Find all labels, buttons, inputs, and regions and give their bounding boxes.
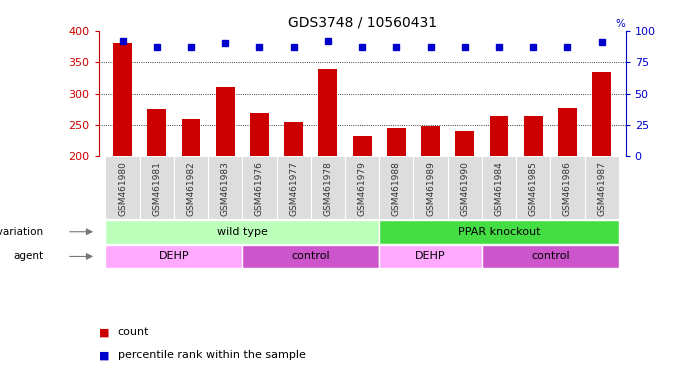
Text: %: % (615, 20, 626, 30)
Bar (250, 113, 269, 157)
FancyBboxPatch shape (550, 157, 585, 219)
Bar (490, 116, 509, 157)
Text: percentile rank within the sample: percentile rank within the sample (118, 350, 305, 360)
Bar (558, 108, 577, 157)
Text: GSM461988: GSM461988 (392, 162, 401, 217)
Text: GSM461980: GSM461980 (118, 162, 127, 217)
FancyBboxPatch shape (105, 245, 242, 268)
FancyBboxPatch shape (379, 157, 413, 219)
Text: PPAR knockout: PPAR knockout (458, 227, 540, 237)
FancyBboxPatch shape (311, 157, 345, 219)
Text: GSM461984: GSM461984 (494, 162, 503, 216)
Text: GSM461981: GSM461981 (152, 162, 161, 217)
FancyBboxPatch shape (139, 157, 174, 219)
Text: ■: ■ (99, 350, 109, 360)
Text: GSM461982: GSM461982 (186, 162, 195, 216)
FancyBboxPatch shape (242, 157, 277, 219)
FancyBboxPatch shape (277, 157, 311, 219)
Bar (216, 87, 235, 157)
Bar (113, 43, 132, 157)
Bar (592, 71, 611, 157)
Text: GSM461979: GSM461979 (358, 162, 367, 217)
Text: GSM461989: GSM461989 (426, 162, 435, 217)
FancyBboxPatch shape (413, 157, 447, 219)
FancyBboxPatch shape (242, 245, 379, 268)
Text: GSM461987: GSM461987 (597, 162, 606, 217)
Bar (421, 126, 440, 157)
Text: ■: ■ (99, 327, 109, 337)
Text: count: count (118, 327, 149, 337)
FancyBboxPatch shape (105, 220, 379, 243)
Bar (524, 116, 543, 157)
Bar (456, 131, 474, 157)
FancyBboxPatch shape (174, 157, 208, 219)
Text: wild type: wild type (217, 227, 268, 237)
Text: control: control (292, 252, 330, 262)
Text: GSM461978: GSM461978 (324, 162, 333, 217)
Text: DEHP: DEHP (415, 252, 446, 262)
FancyBboxPatch shape (208, 157, 242, 219)
FancyBboxPatch shape (379, 245, 482, 268)
FancyBboxPatch shape (379, 220, 619, 243)
FancyBboxPatch shape (585, 157, 619, 219)
Text: GSM461990: GSM461990 (460, 162, 469, 217)
Text: genotype/variation: genotype/variation (0, 227, 44, 237)
Text: GSM461976: GSM461976 (255, 162, 264, 217)
Text: DEHP: DEHP (158, 252, 189, 262)
Text: GSM461983: GSM461983 (221, 162, 230, 217)
FancyBboxPatch shape (516, 157, 550, 219)
FancyBboxPatch shape (345, 157, 379, 219)
Text: GSM461986: GSM461986 (563, 162, 572, 217)
Text: control: control (531, 252, 570, 262)
Bar (353, 136, 371, 157)
FancyBboxPatch shape (482, 245, 619, 268)
Text: GSM461977: GSM461977 (289, 162, 298, 217)
FancyBboxPatch shape (447, 157, 482, 219)
Title: GDS3748 / 10560431: GDS3748 / 10560431 (288, 16, 437, 30)
FancyBboxPatch shape (482, 157, 516, 219)
Bar (148, 109, 166, 157)
Bar (318, 69, 337, 157)
Text: agent: agent (13, 252, 44, 262)
Bar (284, 122, 303, 157)
Text: GSM461985: GSM461985 (529, 162, 538, 217)
Bar (182, 119, 201, 157)
FancyBboxPatch shape (105, 157, 139, 219)
Bar (387, 127, 406, 157)
